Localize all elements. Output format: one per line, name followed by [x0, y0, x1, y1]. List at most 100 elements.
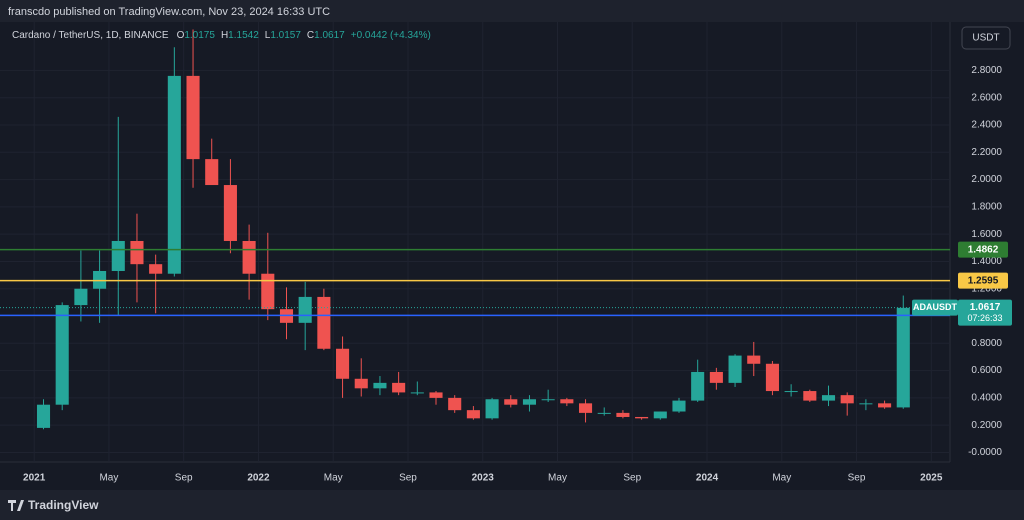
candle-body	[429, 392, 443, 398]
ohlc-key: H	[221, 30, 228, 41]
candle-body	[242, 240, 256, 274]
candle-body	[709, 371, 723, 383]
y-tick-label: 2.6000	[971, 92, 1002, 103]
ohlc-value: 1.0157	[270, 30, 301, 41]
ohlc-value: 1.0175	[184, 30, 215, 41]
brand-logo	[8, 500, 24, 511]
candle-body	[111, 240, 125, 271]
change: +0.0442 (+4.34%)	[351, 30, 431, 41]
candle-body	[373, 382, 387, 389]
candle-body	[55, 305, 69, 405]
y-tick-label: 1.6000	[971, 229, 1002, 240]
x-tick-label: 2022	[247, 473, 270, 484]
candle-body	[653, 411, 667, 419]
y-tick-label: 1.2000	[971, 283, 1002, 294]
candle-body	[728, 355, 742, 383]
ohlc-key: L	[265, 30, 271, 41]
x-tick-label: 2023	[472, 473, 495, 484]
y-tick-label: 0.4000	[971, 393, 1002, 404]
last-price-label: 1.0617	[970, 302, 1001, 313]
level-badge	[958, 272, 1008, 289]
x-tick-label: Sep	[848, 473, 866, 484]
candle-body	[410, 392, 424, 394]
candle-body	[130, 240, 144, 265]
symbol-badge	[912, 299, 958, 316]
legend: Cardano / TetherUS, 1D, BINANCE O1.0175 H1…	[12, 30, 431, 41]
candle-body	[336, 348, 350, 379]
candle-body	[448, 397, 462, 411]
x-tick-label: May	[324, 473, 343, 484]
ohlc-key: C	[307, 30, 314, 41]
candle-body	[765, 363, 779, 392]
y-tick-label: 2.8000	[971, 65, 1002, 76]
candle-body	[878, 403, 892, 408]
ohlc-key: O	[177, 30, 185, 41]
chart-area	[0, 22, 1024, 490]
candle-body	[93, 270, 107, 289]
level-label: 1.4862	[968, 244, 999, 255]
y-tick-label: -0.0000	[968, 447, 1002, 458]
publisher: franscdo published on TradingView.com, N…	[8, 6, 330, 18]
y-tick-label: 2.2000	[971, 147, 1002, 158]
candle-body	[522, 399, 537, 405]
brand: TradingView	[28, 498, 99, 512]
candle-body	[597, 412, 611, 414]
candle-body	[504, 399, 518, 405]
candle-body	[186, 75, 200, 160]
candle-body	[167, 75, 181, 274]
level-badge	[958, 241, 1008, 258]
candle-body	[261, 273, 275, 310]
candle-body	[635, 416, 649, 419]
y-tick-label: 2.0000	[971, 174, 1002, 185]
x-tick-label: May	[99, 473, 118, 484]
y-tick-label: 1.8000	[971, 202, 1002, 213]
candle-body	[354, 378, 368, 389]
y-tick-label: 0.2000	[971, 420, 1002, 431]
candle-body	[747, 355, 761, 364]
candle-body	[803, 391, 817, 401]
last-price-badge	[958, 299, 1012, 326]
candle-body	[74, 288, 88, 306]
candle-body	[821, 395, 836, 401]
candle-body	[691, 371, 705, 401]
candle-body	[784, 391, 798, 393]
ohlc-value: 1.1542	[228, 30, 259, 41]
y-tick-label: 1.4000	[971, 256, 1002, 267]
candle-body	[672, 400, 686, 412]
candle-body	[298, 296, 312, 323]
candle-body	[149, 264, 163, 274]
y-tick-label: 0.6000	[971, 365, 1002, 376]
countdown: 07:26:33	[967, 313, 1002, 323]
y-tick-label: 0.8000	[971, 338, 1002, 349]
y-tick-label: 2.4000	[971, 120, 1002, 131]
level-label: 1.2595	[968, 275, 999, 286]
x-tick-label: 2025	[920, 473, 943, 484]
candle-body	[859, 403, 873, 405]
candle-body	[205, 159, 219, 186]
symbol-badge-label: ADAUSDT	[913, 302, 958, 312]
candle-body	[840, 395, 854, 404]
candle-body	[578, 403, 593, 413]
x-tick-label: Sep	[623, 473, 641, 484]
candle-body	[317, 296, 331, 349]
x-tick-label: Sep	[399, 473, 417, 484]
candle-body	[223, 185, 237, 241]
candle-body	[466, 410, 480, 419]
candle-body	[392, 382, 406, 393]
ohlc-value: 1.0617	[314, 30, 345, 41]
candle-body	[896, 307, 910, 408]
x-tick-label: May	[772, 473, 791, 484]
x-tick-label: May	[548, 473, 567, 484]
candle-body	[560, 399, 574, 404]
legend-symbol: Cardano / TetherUS, 1D, BINANCE	[12, 30, 169, 41]
candle-body	[36, 404, 51, 428]
candle-body	[485, 399, 499, 419]
currency-label[interactable]: USDT	[972, 33, 999, 44]
currency-button[interactable]	[961, 26, 1011, 50]
candle-body	[616, 412, 630, 417]
x-tick-label: 2024	[696, 473, 719, 484]
candle-body	[541, 399, 555, 401]
x-tick-label: Sep	[175, 473, 193, 484]
x-tick-label: 2021	[23, 473, 46, 484]
